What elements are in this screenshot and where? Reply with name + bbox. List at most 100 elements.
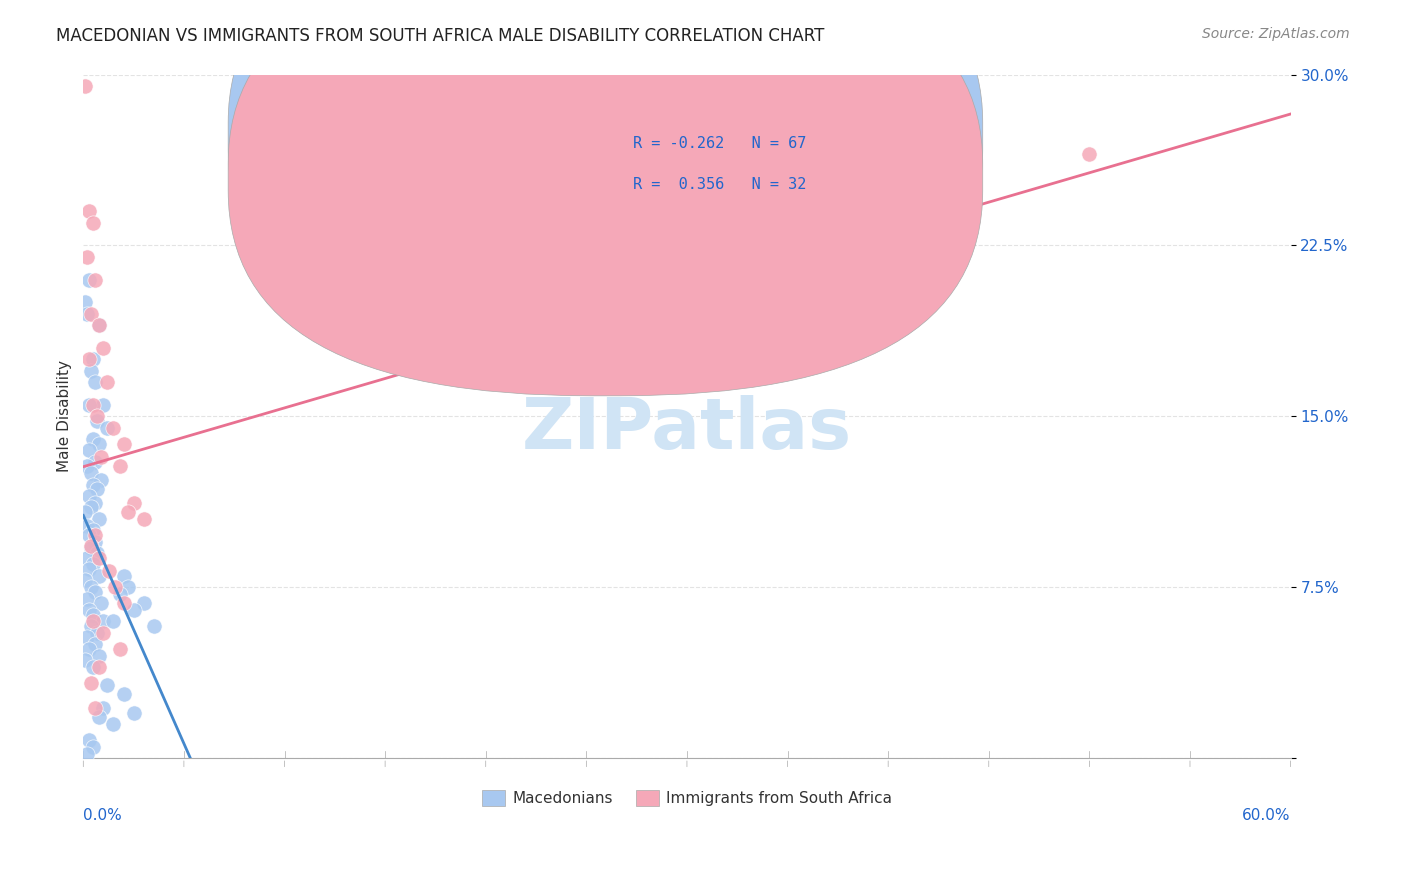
Point [79,562,101,576]
Point [90,450,112,465]
FancyBboxPatch shape [567,116,977,218]
Point [84,455,107,469]
Point [82,615,104,629]
Point [84,272,107,286]
Point [80,467,103,481]
Point [93,341,115,355]
Point [76,250,98,264]
Point [104,580,127,594]
Point [103,615,125,629]
Point [79,528,101,542]
Point [79,603,101,617]
Point [132,596,155,610]
Point [80,500,103,515]
Point [80,539,103,553]
Point [80,580,103,594]
Point [108,587,131,601]
Point [76,518,98,533]
Point [93,625,115,640]
Point [79,398,101,412]
Point [86,625,108,640]
Point [89,512,111,526]
Point [82,660,104,674]
Point [112,436,135,450]
Y-axis label: Male Disability: Male Disability [58,360,72,473]
Point [82,558,104,572]
Point [82,477,104,491]
Point [86,482,108,496]
Point [82,216,104,230]
Point [80,619,103,633]
Point [82,607,104,622]
Point [84,496,107,510]
Point [75,574,97,588]
Point [80,541,103,556]
Text: ZIPatlas: ZIPatlas [522,395,852,465]
Point [108,459,131,474]
Point [84,584,107,599]
Text: R =  0.356   N = 32: R = 0.356 N = 32 [633,177,806,192]
Point [117,505,139,519]
FancyBboxPatch shape [228,0,983,355]
Point [75,653,97,667]
Point [89,318,111,333]
Point [76,747,98,761]
Text: 0.0%: 0.0% [83,808,122,823]
Point [84,637,107,651]
Point [79,641,101,656]
Point [89,436,111,450]
Point [75,505,97,519]
Point [75,295,97,310]
Point [79,443,101,458]
Text: MACEDONIAN VS IMMIGRANTS FROM SOUTH AFRICA MALE DISABILITY CORRELATION CHART: MACEDONIAN VS IMMIGRANTS FROM SOUTH AFRI… [56,27,824,45]
Point [122,496,145,510]
Point [76,459,98,474]
Point [86,414,108,428]
Point [89,660,111,674]
Point [79,489,101,503]
Point [80,676,103,690]
Point [96,420,118,434]
Point [1078,147,1101,161]
Point [79,272,101,286]
Point [112,687,135,701]
Point [84,528,107,542]
Point [76,591,98,606]
Point [89,710,111,724]
Point [89,318,111,333]
Point [93,398,115,412]
Point [90,596,112,610]
Point [86,409,108,424]
Point [96,678,118,692]
Point [122,603,145,617]
FancyBboxPatch shape [228,0,983,396]
Point [80,307,103,321]
Point [79,352,101,367]
Text: R = -0.262   N = 67: R = -0.262 N = 67 [633,136,806,151]
Text: Source: ZipAtlas.com: Source: ZipAtlas.com [1202,27,1350,41]
Point [76,550,98,565]
Point [86,546,108,560]
Point [84,534,107,549]
Point [89,550,111,565]
Point [103,717,125,731]
Point [89,648,111,663]
Point [76,631,98,645]
Point [82,739,104,754]
Point [90,473,112,487]
Point [82,352,104,367]
Point [108,641,131,656]
Point [96,375,118,389]
Point [117,580,139,594]
Point [112,569,135,583]
Point [84,375,107,389]
Point [82,398,104,412]
Point [89,569,111,583]
Point [142,619,165,633]
Point [93,701,115,715]
Legend: Macedonians, Immigrants from South Africa: Macedonians, Immigrants from South Afric… [475,784,898,812]
Point [76,307,98,321]
Point [84,701,107,715]
Point [80,364,103,378]
Point [122,706,145,720]
